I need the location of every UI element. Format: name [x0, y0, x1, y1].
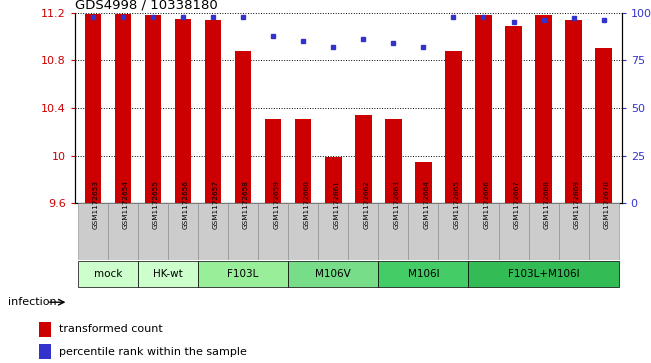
Bar [378, 261, 469, 287]
Text: GSM1172659: GSM1172659 [273, 180, 279, 229]
Bar [295, 119, 311, 203]
Bar [445, 51, 462, 203]
Bar [145, 15, 161, 203]
Bar [108, 203, 138, 260]
Text: GSM1172669: GSM1172669 [574, 180, 579, 229]
Bar [565, 20, 582, 203]
Bar [78, 261, 138, 287]
Text: GSM1172664: GSM1172664 [423, 180, 430, 229]
Text: GSM1172667: GSM1172667 [514, 180, 519, 229]
Text: GSM1172668: GSM1172668 [544, 180, 549, 229]
Text: GSM1172663: GSM1172663 [393, 180, 399, 229]
Bar [469, 203, 499, 260]
Text: GSM1172665: GSM1172665 [454, 180, 460, 229]
Bar [174, 19, 191, 203]
Text: GSM1172656: GSM1172656 [183, 180, 189, 229]
Bar [138, 261, 198, 287]
Text: GSM1172666: GSM1172666 [484, 180, 490, 229]
Text: GSM1172654: GSM1172654 [123, 180, 129, 229]
Bar [265, 119, 281, 203]
Text: infection: infection [8, 297, 57, 307]
Text: GSM1172660: GSM1172660 [303, 180, 309, 229]
Text: F103L: F103L [227, 269, 259, 279]
Text: GSM1172655: GSM1172655 [153, 180, 159, 229]
Bar [39, 322, 51, 337]
Bar [438, 203, 469, 260]
Text: GDS4998 / 10338180: GDS4998 / 10338180 [75, 0, 217, 12]
Bar [318, 203, 348, 260]
Bar [475, 15, 492, 203]
Bar [115, 14, 132, 203]
Bar [408, 203, 438, 260]
Bar [288, 203, 318, 260]
Text: HK-wt: HK-wt [153, 269, 183, 279]
Bar [348, 203, 378, 260]
Bar [378, 203, 408, 260]
Bar [415, 162, 432, 203]
Bar [535, 15, 552, 203]
Text: GSM1172658: GSM1172658 [243, 180, 249, 229]
Bar [78, 203, 108, 260]
Bar [559, 203, 589, 260]
Bar [168, 203, 198, 260]
Bar [499, 203, 529, 260]
Bar [198, 203, 228, 260]
Bar [198, 261, 288, 287]
Bar [355, 115, 372, 203]
Bar [505, 26, 522, 203]
Bar [288, 261, 378, 287]
Text: GSM1172662: GSM1172662 [363, 180, 369, 229]
Bar [325, 157, 342, 203]
Bar [469, 261, 618, 287]
Bar [39, 344, 51, 359]
Bar [235, 51, 251, 203]
Text: GSM1172657: GSM1172657 [213, 180, 219, 229]
Text: GSM1172661: GSM1172661 [333, 180, 339, 229]
Text: F103L+M106I: F103L+M106I [508, 269, 579, 279]
Bar [228, 203, 258, 260]
Text: GSM1172670: GSM1172670 [603, 180, 610, 229]
Text: percentile rank within the sample: percentile rank within the sample [59, 347, 247, 357]
Bar [385, 119, 402, 203]
Bar [258, 203, 288, 260]
Bar [589, 203, 618, 260]
Bar [85, 14, 101, 203]
Text: GSM1172653: GSM1172653 [93, 180, 99, 229]
Bar [205, 20, 221, 203]
Bar [529, 203, 559, 260]
Text: M106I: M106I [408, 269, 439, 279]
Text: mock: mock [94, 269, 122, 279]
Bar [138, 203, 168, 260]
Text: M106V: M106V [315, 269, 351, 279]
Bar [596, 48, 612, 203]
Text: transformed count: transformed count [59, 325, 162, 334]
